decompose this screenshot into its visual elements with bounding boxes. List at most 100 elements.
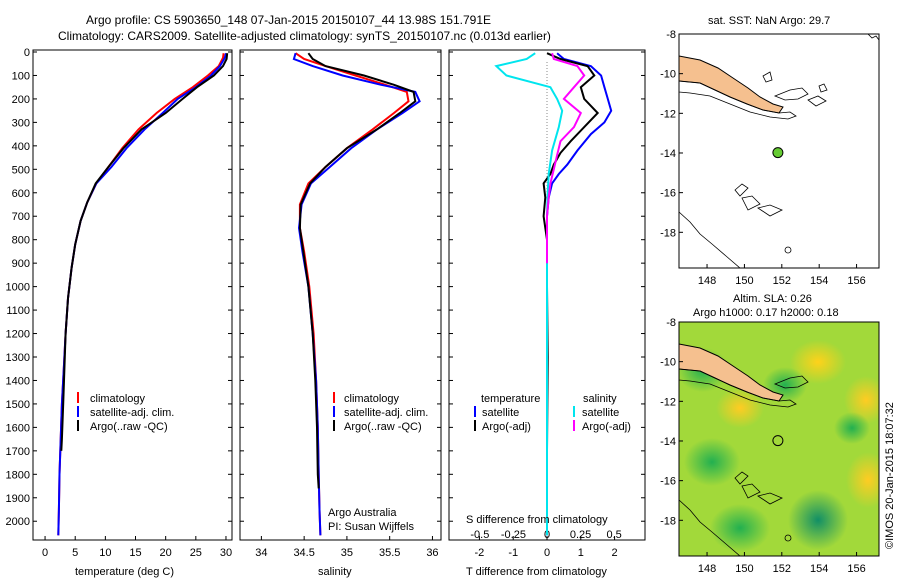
map-lat-label: -18 <box>660 227 676 239</box>
y-tick-label: 1100 <box>6 305 30 317</box>
y-tick-label: 800 <box>12 235 30 247</box>
map-lon-label: 154 <box>810 563 828 575</box>
x2-tick-label: -0.5 <box>470 529 489 541</box>
map-lat-label: -12 <box>660 108 676 120</box>
map-lat-label: -8 <box>666 29 676 41</box>
title-line-2: Climatology: CARS2009. Satellite-adjuste… <box>58 29 551 43</box>
map-lat-label: -16 <box>660 188 676 200</box>
series-line-satellite <box>292 52 421 536</box>
x-tick-label: 35 <box>341 547 353 559</box>
island <box>773 87 809 101</box>
salinity-xlabel: salinity <box>318 566 352 578</box>
map-lon-label: 152 <box>773 275 791 287</box>
legend-climatology: climatology <box>344 393 400 405</box>
temperature-panel <box>32 49 233 541</box>
sla-map <box>678 321 880 557</box>
y-tick-label: 900 <box>12 258 30 270</box>
sla-high-anomaly <box>716 388 764 428</box>
x-tick-label: 34.5 <box>293 547 314 559</box>
y-tick-label: 1200 <box>6 329 30 341</box>
series-line-s-satellite <box>494 52 564 536</box>
t-difference-xlabel: T difference from climatology <box>466 566 607 578</box>
x-tick-label: 25 <box>190 547 202 559</box>
coastline <box>679 80 797 120</box>
y-tick-label: 200 <box>12 94 30 106</box>
sst-map-title: sat. SST: NaN Argo: 29.7 <box>708 15 830 27</box>
x-tick-label: 34 <box>255 547 267 559</box>
x2-tick-label: -0.25 <box>501 529 526 541</box>
series-line-argo <box>60 53 229 451</box>
temperature-xlabel: temperature (deg C) <box>75 566 174 578</box>
island <box>784 534 792 542</box>
map-lon-label: 150 <box>735 563 753 575</box>
sla-low-anomaly <box>684 438 740 486</box>
sla-high-anomaly <box>790 340 846 384</box>
legend-climatology: climatology <box>90 393 146 405</box>
legend-argo: Argo(..raw -QC) <box>90 421 168 433</box>
series-line-argo <box>298 52 417 489</box>
x-tick-label: 15 <box>129 547 141 559</box>
coastline <box>867 34 879 41</box>
map-lat-label: -14 <box>660 148 676 160</box>
coastline-south <box>679 499 741 556</box>
imos-timestamp: ©IMOS 20-Jan-2015 18:07:32 <box>884 402 896 549</box>
series-line-climatology <box>295 52 410 536</box>
y-tick-label: 1500 <box>6 399 30 411</box>
sla-high-anomaly <box>844 376 879 424</box>
island <box>784 246 792 254</box>
sla-map-frame <box>678 321 880 557</box>
y-tick-label: 1900 <box>6 493 30 505</box>
series-line-t-satellite <box>546 52 613 536</box>
map-lon-label: 156 <box>847 275 865 287</box>
legend-s-satellite: satellite <box>582 407 619 419</box>
y-tick-label: 700 <box>12 211 30 223</box>
credit-text: Argo Australia <box>328 507 397 519</box>
louisiade-islands <box>734 471 783 505</box>
y-tick-label: 1600 <box>6 422 30 434</box>
map-lat-label: -10 <box>660 357 676 369</box>
x-tick-label: 20 <box>160 547 172 559</box>
map-lon-label: 148 <box>698 275 716 287</box>
sla-map-title: Altim. SLA: 0.26 <box>733 293 812 305</box>
coastline-south <box>679 211 741 268</box>
map-lat-label: -8 <box>666 317 676 329</box>
coastline <box>679 368 797 408</box>
series-line-t-argo <box>542 52 600 451</box>
difference-legend: temperature salinity satellite Argo(-adj… <box>474 393 631 433</box>
salinity-panel <box>239 49 442 541</box>
argo-float-marker <box>772 435 784 447</box>
y-tick-label: 1300 <box>6 352 30 364</box>
x-tick-label: 1 <box>578 547 584 559</box>
legend-t-satellite: satellite <box>482 407 519 419</box>
legend-salinity-title: salinity <box>583 393 617 405</box>
y-tick-label: 1700 <box>6 446 30 458</box>
map-lon-label: 152 <box>773 563 791 575</box>
x2-tick-label: 0.25 <box>570 529 591 541</box>
legend-argo: Argo(..raw -QC) <box>344 421 422 433</box>
y-tick-label: 0 <box>24 47 30 59</box>
island <box>818 83 828 93</box>
y-tick-label: 600 <box>12 188 30 200</box>
x-tick-label: 10 <box>99 547 111 559</box>
x-tick-label: 35.5 <box>379 547 400 559</box>
legend-satellite: satellite-adj. clim. <box>344 407 428 419</box>
x-tick-label: 0 <box>544 547 550 559</box>
x-tick-label: 5 <box>72 547 78 559</box>
map-lon-label: 154 <box>810 275 828 287</box>
series-line-s-argo <box>546 52 586 264</box>
map-lat-label: -12 <box>660 396 676 408</box>
y-tick-label: 2000 <box>6 516 30 528</box>
sla-map-title-2: Argo h1000: 0.17 h2000: 0.18 <box>693 307 839 319</box>
sla-low-anomaly <box>788 490 848 550</box>
y-tick-label: 100 <box>12 70 30 82</box>
map-lon-label: 156 <box>847 563 865 575</box>
map-lon-label: 150 <box>735 275 753 287</box>
x-tick-label: 0 <box>42 547 48 559</box>
map-lat-label: -10 <box>660 69 676 81</box>
s-difference-xlabel: S difference from climatology <box>466 514 608 526</box>
y-tick-label: 1800 <box>6 469 30 481</box>
x-tick-label: 30 <box>220 547 232 559</box>
louisiade-islands <box>734 183 783 217</box>
y-tick-label: 1400 <box>6 375 30 387</box>
